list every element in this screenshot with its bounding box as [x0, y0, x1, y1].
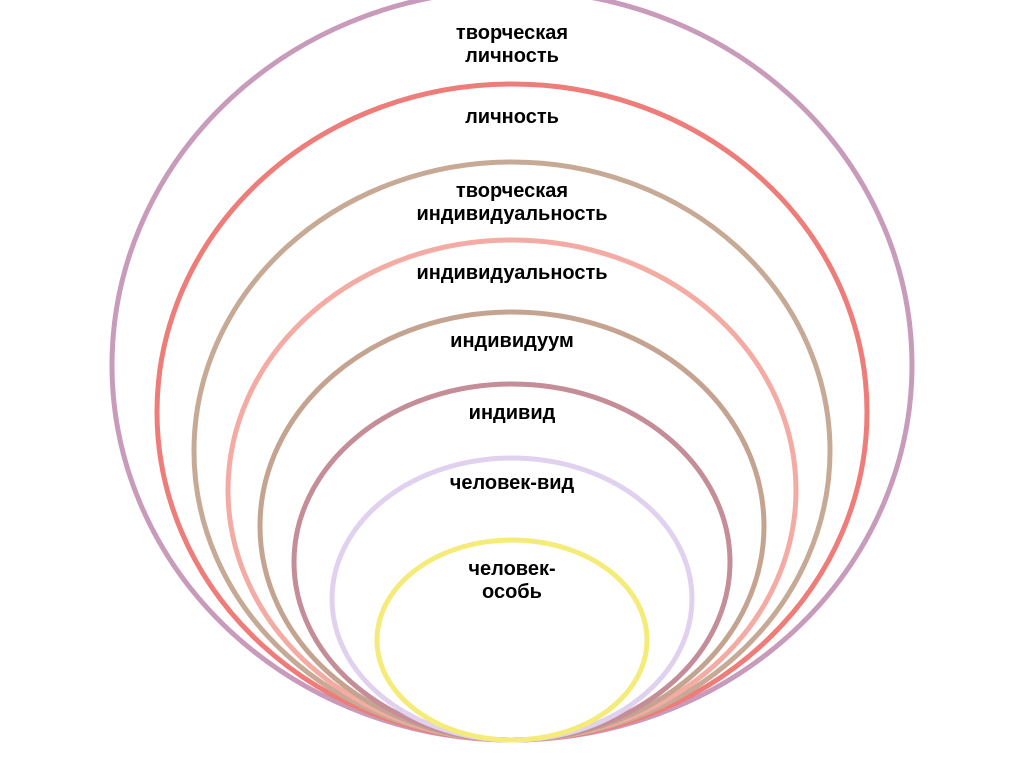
ring-label-0: творческая личность: [456, 22, 568, 68]
ring-label-6: человек-вид: [450, 472, 575, 495]
ring-label-4: индивидуум: [450, 330, 574, 353]
ring-label-5: индивид: [469, 402, 556, 425]
ring-label-7: человек- особь: [468, 558, 555, 604]
diagram-stage: творческая личность личность творческая ин…: [0, 0, 1024, 767]
ring-2: [194, 162, 830, 740]
ring-label-2: творческая индивидуальность: [416, 180, 607, 226]
ring-label-1: личность: [465, 106, 559, 129]
ring-4: [260, 312, 764, 740]
ring-label-3: индивидуальность: [416, 262, 607, 285]
